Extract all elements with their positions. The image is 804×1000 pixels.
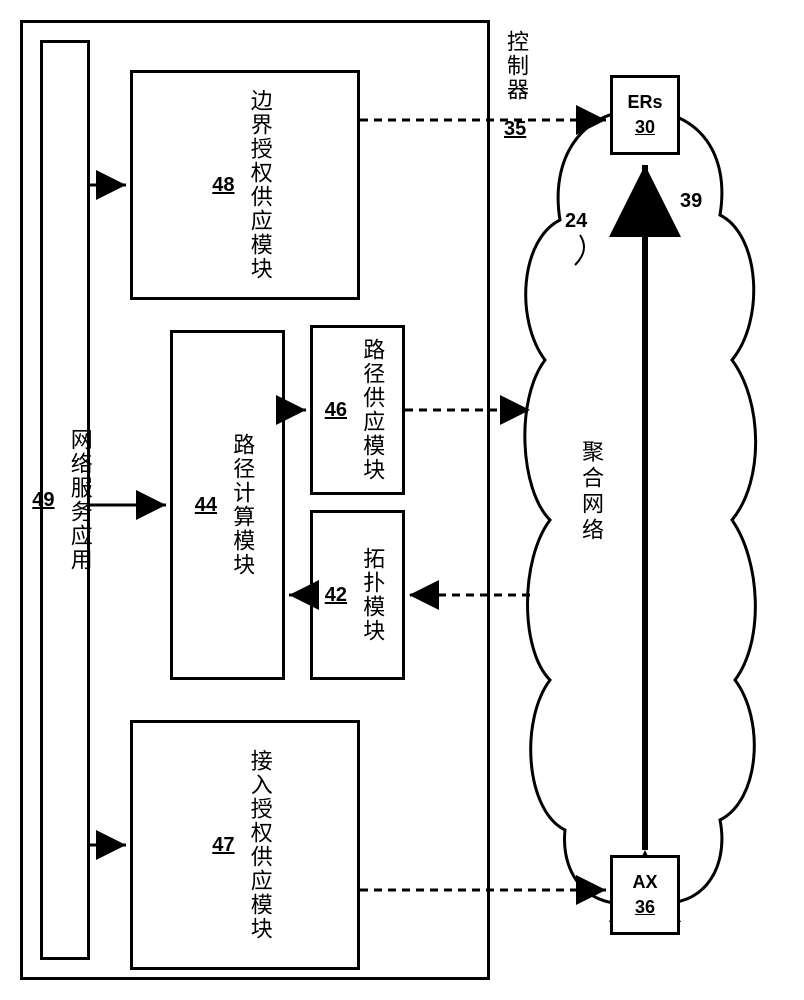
endpoint-ers: ERs 30: [610, 75, 680, 155]
cloud-shape: [525, 110, 756, 904]
cloud-ref: 24: [565, 210, 587, 233]
tunnel-ref: 39: [680, 190, 702, 213]
ers-label: ERs: [627, 92, 662, 113]
ax-label: AX: [632, 872, 657, 893]
connections-svg: [20, 20, 784, 980]
ax-num: 36: [635, 897, 655, 918]
diagram-canvas: 控制器 35 49 网络服务应用 47 接入授权供应模块 44 路径计算模块 4…: [20, 20, 784, 980]
cloud-label: 聚合网络: [575, 440, 607, 544]
endpoint-ax: AX 36: [610, 855, 680, 935]
ers-num: 30: [635, 117, 655, 138]
